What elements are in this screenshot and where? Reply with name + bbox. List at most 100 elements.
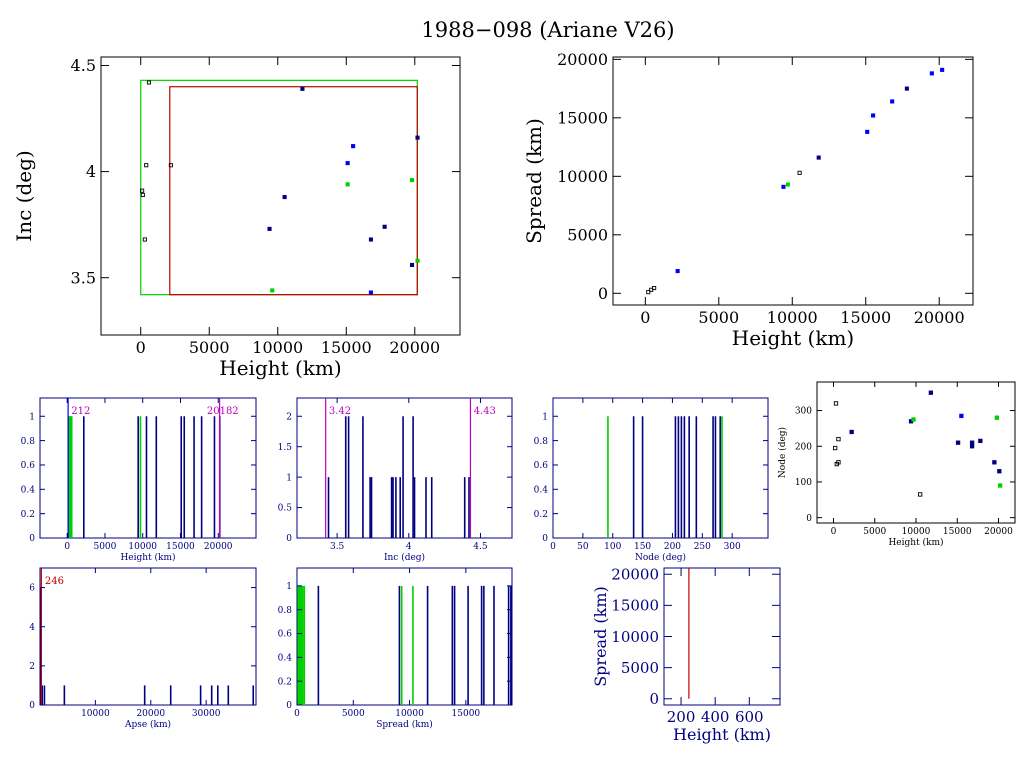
annotation-label: 246 — [45, 576, 64, 587]
x-tick-label: 5000 — [189, 338, 230, 357]
data-point — [646, 290, 651, 295]
data-point — [849, 429, 854, 435]
data-point — [928, 390, 934, 395]
x-tick-label: 0 — [640, 308, 650, 327]
data-point — [415, 258, 420, 263]
x-tick-label: 0 — [136, 338, 146, 357]
y-axis-label: Inc (deg) — [12, 150, 36, 241]
x-axis-label: Apse (km) — [124, 719, 171, 730]
annotation-label: 20182 — [207, 406, 239, 417]
y-tick-label: 300 — [795, 407, 812, 417]
annotation-label: 4.43 — [474, 406, 496, 417]
plot-frame — [612, 56, 974, 306]
data-point — [969, 440, 975, 445]
data-point — [675, 269, 680, 274]
y-tick-label: 0 — [542, 534, 548, 544]
x-tick-label: 0 — [64, 542, 70, 552]
data-point — [282, 195, 287, 200]
data-point — [146, 80, 152, 85]
chart-inc-vs-height: 0 5000 10000 15000 20000 3.5 4 4.5 Height (km) In… — [12, 56, 461, 380]
x-tick-label: 100 — [604, 542, 621, 552]
x-tick-label: 10000 — [252, 338, 303, 357]
data-point — [270, 288, 275, 293]
data-point — [168, 163, 173, 168]
data-point — [929, 71, 934, 76]
data-point — [781, 184, 786, 189]
y-tick-label: 2 — [29, 662, 35, 672]
plot-frame — [816, 381, 1016, 524]
x-tick-label: 4 — [406, 542, 412, 552]
y-tick-label: 20000 — [611, 565, 659, 583]
data-point — [871, 113, 876, 118]
y-tick-label: 100 — [795, 478, 812, 488]
x-tick-label: 10000 — [767, 308, 818, 327]
data-point — [142, 237, 147, 242]
y-tick-label: 3.5 — [71, 268, 96, 287]
y-tick-label: 1 — [286, 582, 292, 592]
x-tick-label: 5000 — [863, 527, 886, 537]
y-tick-label: 0 — [286, 534, 292, 544]
data-point — [998, 483, 1003, 488]
y-tick-label: 0 — [806, 514, 812, 524]
y-tick-label: 15000 — [557, 108, 608, 127]
y-tick-label: 0.8 — [534, 437, 549, 447]
y-tick-label: 1 — [286, 473, 292, 483]
x-tick-label: 20000 — [204, 542, 233, 552]
y-tick-label: 2 — [286, 412, 292, 422]
y-tick-label: 15000 — [611, 597, 659, 615]
data-point — [368, 237, 373, 242]
plot-frame — [100, 56, 461, 336]
y-tick-label: 4.5 — [71, 56, 96, 75]
data-point — [992, 460, 997, 465]
data-point — [797, 170, 802, 175]
y-tick-label: 0 — [29, 534, 35, 544]
y-tick-label: 0.4 — [21, 485, 36, 495]
data-point — [140, 188, 145, 193]
data-point — [969, 444, 975, 449]
x-tick-label: 4.5 — [473, 542, 488, 552]
x-tick-label: 10000 — [902, 527, 931, 537]
x-axis-label: Height (km) — [120, 552, 175, 563]
chart-height-histogram: 0 5000 10000 15000 20000 0 0.2 0.4 0.6 0.8 1 Height… — [21, 397, 257, 563]
x-tick-label: 20000 — [984, 527, 1013, 537]
data-point — [140, 192, 145, 197]
chart-node-histogram: 0 50 100 150 200 250 300 0 0.2 0.4 0.6 0.8 1 Node (de… — [534, 397, 769, 563]
x-axis-label: Node (deg) — [635, 552, 686, 563]
y-tick-label: 6 — [29, 584, 35, 594]
y-tick-label: 1 — [542, 412, 548, 422]
chart-spread-vs-height: 0 5000 10000 15000 20000 0 5000 10000 15000 20000… — [522, 50, 974, 350]
y-tick-label: 1 — [29, 412, 35, 422]
data-point — [816, 155, 821, 160]
data-point — [917, 492, 923, 497]
data-point — [785, 182, 790, 187]
y-tick-label: 4 — [86, 162, 96, 181]
x-tick-label: 50 — [577, 542, 589, 552]
data-point — [415, 135, 420, 140]
x-tick-label: 15000 — [166, 542, 195, 552]
data-point — [959, 413, 964, 419]
y-tick-label: 10000 — [611, 628, 659, 646]
x-tick-label: 30000 — [192, 709, 221, 719]
y-tick-label: 10000 — [557, 167, 608, 186]
x-tick-label: 15000 — [321, 338, 372, 357]
data-point — [300, 86, 305, 91]
x-axis-label: Height (km) — [219, 356, 341, 380]
y-tick-label: 4 — [29, 623, 35, 633]
data-point — [345, 182, 350, 187]
x-tick-label: 300 — [724, 542, 741, 552]
x-tick-label: 20000 — [136, 709, 165, 719]
y-tick-label: 0.8 — [21, 437, 36, 447]
x-tick-label: 20000 — [389, 338, 440, 357]
x-tick-label: 250 — [694, 542, 711, 552]
plot-frame — [39, 397, 257, 539]
data-point — [865, 129, 870, 134]
x-tick-label: 5000 — [698, 308, 739, 327]
y-tick-label: 0.4 — [534, 485, 549, 495]
data-point — [267, 226, 272, 231]
data-point — [409, 178, 415, 183]
x-tick-label: 0 — [550, 542, 556, 552]
x-axis-label: Spread (km) — [376, 719, 433, 730]
data-point — [382, 224, 387, 229]
y-tick-label: 0 — [29, 701, 35, 711]
